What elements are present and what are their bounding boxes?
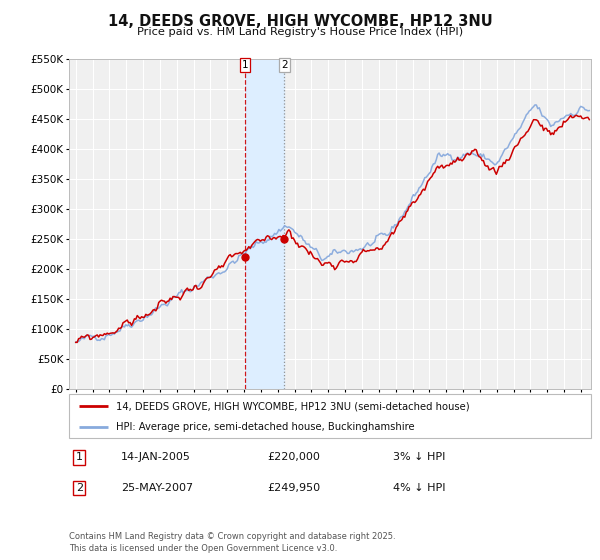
Text: 1: 1 bbox=[76, 452, 83, 463]
Text: 1: 1 bbox=[241, 60, 248, 70]
Text: 3% ↓ HPI: 3% ↓ HPI bbox=[392, 452, 445, 463]
Text: £220,000: £220,000 bbox=[268, 452, 320, 463]
Text: 2: 2 bbox=[281, 60, 287, 70]
Text: 2: 2 bbox=[76, 483, 83, 493]
FancyBboxPatch shape bbox=[69, 394, 591, 438]
Text: Contains HM Land Registry data © Crown copyright and database right 2025.
This d: Contains HM Land Registry data © Crown c… bbox=[69, 532, 395, 553]
Bar bbox=[245, 59, 284, 389]
Point bbox=[240, 253, 250, 262]
Text: HPI: Average price, semi-detached house, Buckinghamshire: HPI: Average price, semi-detached house,… bbox=[116, 422, 415, 432]
Text: Price paid vs. HM Land Registry's House Price Index (HPI): Price paid vs. HM Land Registry's House … bbox=[137, 27, 463, 37]
Text: 14-JAN-2005: 14-JAN-2005 bbox=[121, 452, 191, 463]
Text: 4% ↓ HPI: 4% ↓ HPI bbox=[392, 483, 445, 493]
Point bbox=[280, 235, 289, 244]
Text: £249,950: £249,950 bbox=[268, 483, 320, 493]
Text: 14, DEEDS GROVE, HIGH WYCOMBE, HP12 3NU (semi-detached house): 14, DEEDS GROVE, HIGH WYCOMBE, HP12 3NU … bbox=[116, 401, 470, 411]
Text: 14, DEEDS GROVE, HIGH WYCOMBE, HP12 3NU: 14, DEEDS GROVE, HIGH WYCOMBE, HP12 3NU bbox=[107, 14, 493, 29]
Text: 25-MAY-2007: 25-MAY-2007 bbox=[121, 483, 193, 493]
